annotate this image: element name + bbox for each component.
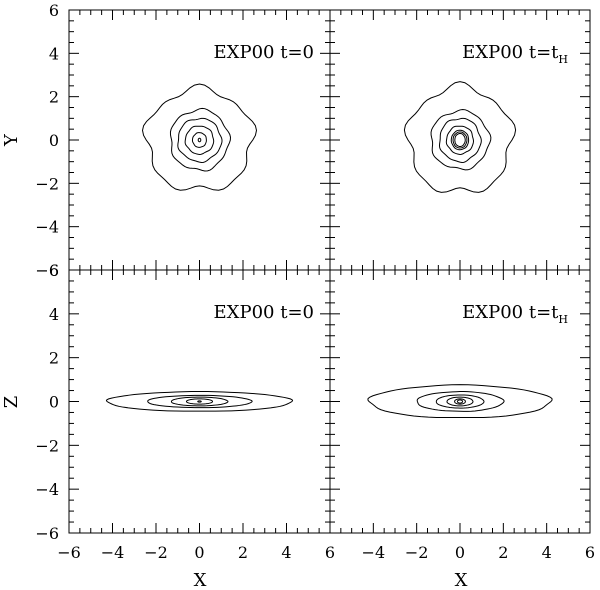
panel-label-main: EXP00 t=t — [462, 42, 559, 63]
y-tick-label: 2 — [49, 349, 59, 368]
y-tick-label: −2 — [35, 436, 59, 455]
contour-line — [446, 396, 474, 407]
y-tick-label: −4 — [35, 480, 59, 499]
y-tick-label: −6 — [35, 261, 59, 280]
y-tick-label: 2 — [49, 88, 59, 107]
x-tick-label: 6 — [585, 543, 595, 562]
x-tick-label: 0 — [194, 543, 204, 562]
y-tick-label: 6 — [49, 1, 59, 20]
panel-label: EXP00 t=0 — [214, 302, 314, 323]
panel-edge-on-tH: EXP00 t=tH — [329, 269, 591, 534]
contour-line — [141, 83, 258, 191]
y-tick-label: 0 — [49, 131, 59, 150]
x-tick-label: 4 — [281, 543, 291, 562]
x-axis-label: X — [455, 570, 468, 590]
x-tick-label: −6 — [57, 543, 81, 562]
contour-line — [197, 137, 202, 143]
x-tick-label: 0 — [455, 543, 465, 562]
panel-label-subscript: H — [558, 53, 568, 66]
contour-line — [184, 125, 215, 155]
x-tick-label: 6 — [325, 543, 335, 562]
contour-line — [367, 384, 553, 419]
y-tick-label: 6 — [49, 261, 59, 280]
y-tick-label: −4 — [35, 218, 59, 237]
contour-line — [191, 132, 207, 148]
x-tick-label: −2 — [144, 543, 168, 562]
panel-label-subscript: H — [558, 313, 568, 326]
x-tick-label: −4 — [362, 543, 386, 562]
y-tick-label: 4 — [49, 44, 59, 63]
x-tick-label: −4 — [101, 543, 125, 562]
panel-label-main: EXP00 t=t — [462, 302, 559, 323]
contour-line — [197, 400, 202, 403]
contour-line — [416, 391, 505, 412]
axis-labels: X X Y Z — [1, 133, 468, 590]
x-tick-label: 2 — [498, 543, 508, 562]
y-tick-label: −6 — [35, 524, 59, 543]
x-tick-label: 4 — [542, 543, 552, 562]
contour-line — [454, 398, 466, 405]
contour-line — [456, 399, 464, 404]
panel-face-on-tH: EXP00 t=tH — [329, 9, 591, 271]
panel-edge-on-t0: EXP00 t=0 — [68, 269, 331, 534]
panel-label: EXP00 t=tH — [462, 42, 568, 66]
contour-line — [185, 398, 214, 405]
y-tick-label: −2 — [35, 174, 59, 193]
panel-label: EXP00 t=0 — [214, 42, 314, 63]
contour-line — [430, 108, 492, 171]
contour-line — [452, 131, 468, 149]
x-axis-label: X — [194, 570, 207, 590]
panel-face-on-t0: EXP00 t=0 — [68, 9, 331, 271]
contour-line — [403, 81, 517, 193]
y-tick-label: 0 — [49, 393, 59, 412]
contour-line — [454, 133, 466, 148]
z-axis-label: Z — [1, 396, 22, 409]
contour-line — [147, 394, 253, 409]
contour-line — [445, 125, 474, 155]
contour-line — [170, 396, 229, 407]
contour-line — [435, 394, 485, 409]
contour-line — [105, 390, 294, 412]
x-tick-label: −2 — [405, 543, 429, 562]
contour-line — [450, 129, 470, 151]
y-tick-label: 4 — [49, 305, 59, 324]
contour-line — [438, 117, 482, 163]
contour-line — [169, 107, 231, 172]
panel-label: EXP00 t=tH — [462, 302, 568, 326]
x-tick-label: 2 — [238, 543, 248, 562]
y-axis-label: Y — [1, 133, 22, 147]
contour-line — [177, 117, 223, 163]
